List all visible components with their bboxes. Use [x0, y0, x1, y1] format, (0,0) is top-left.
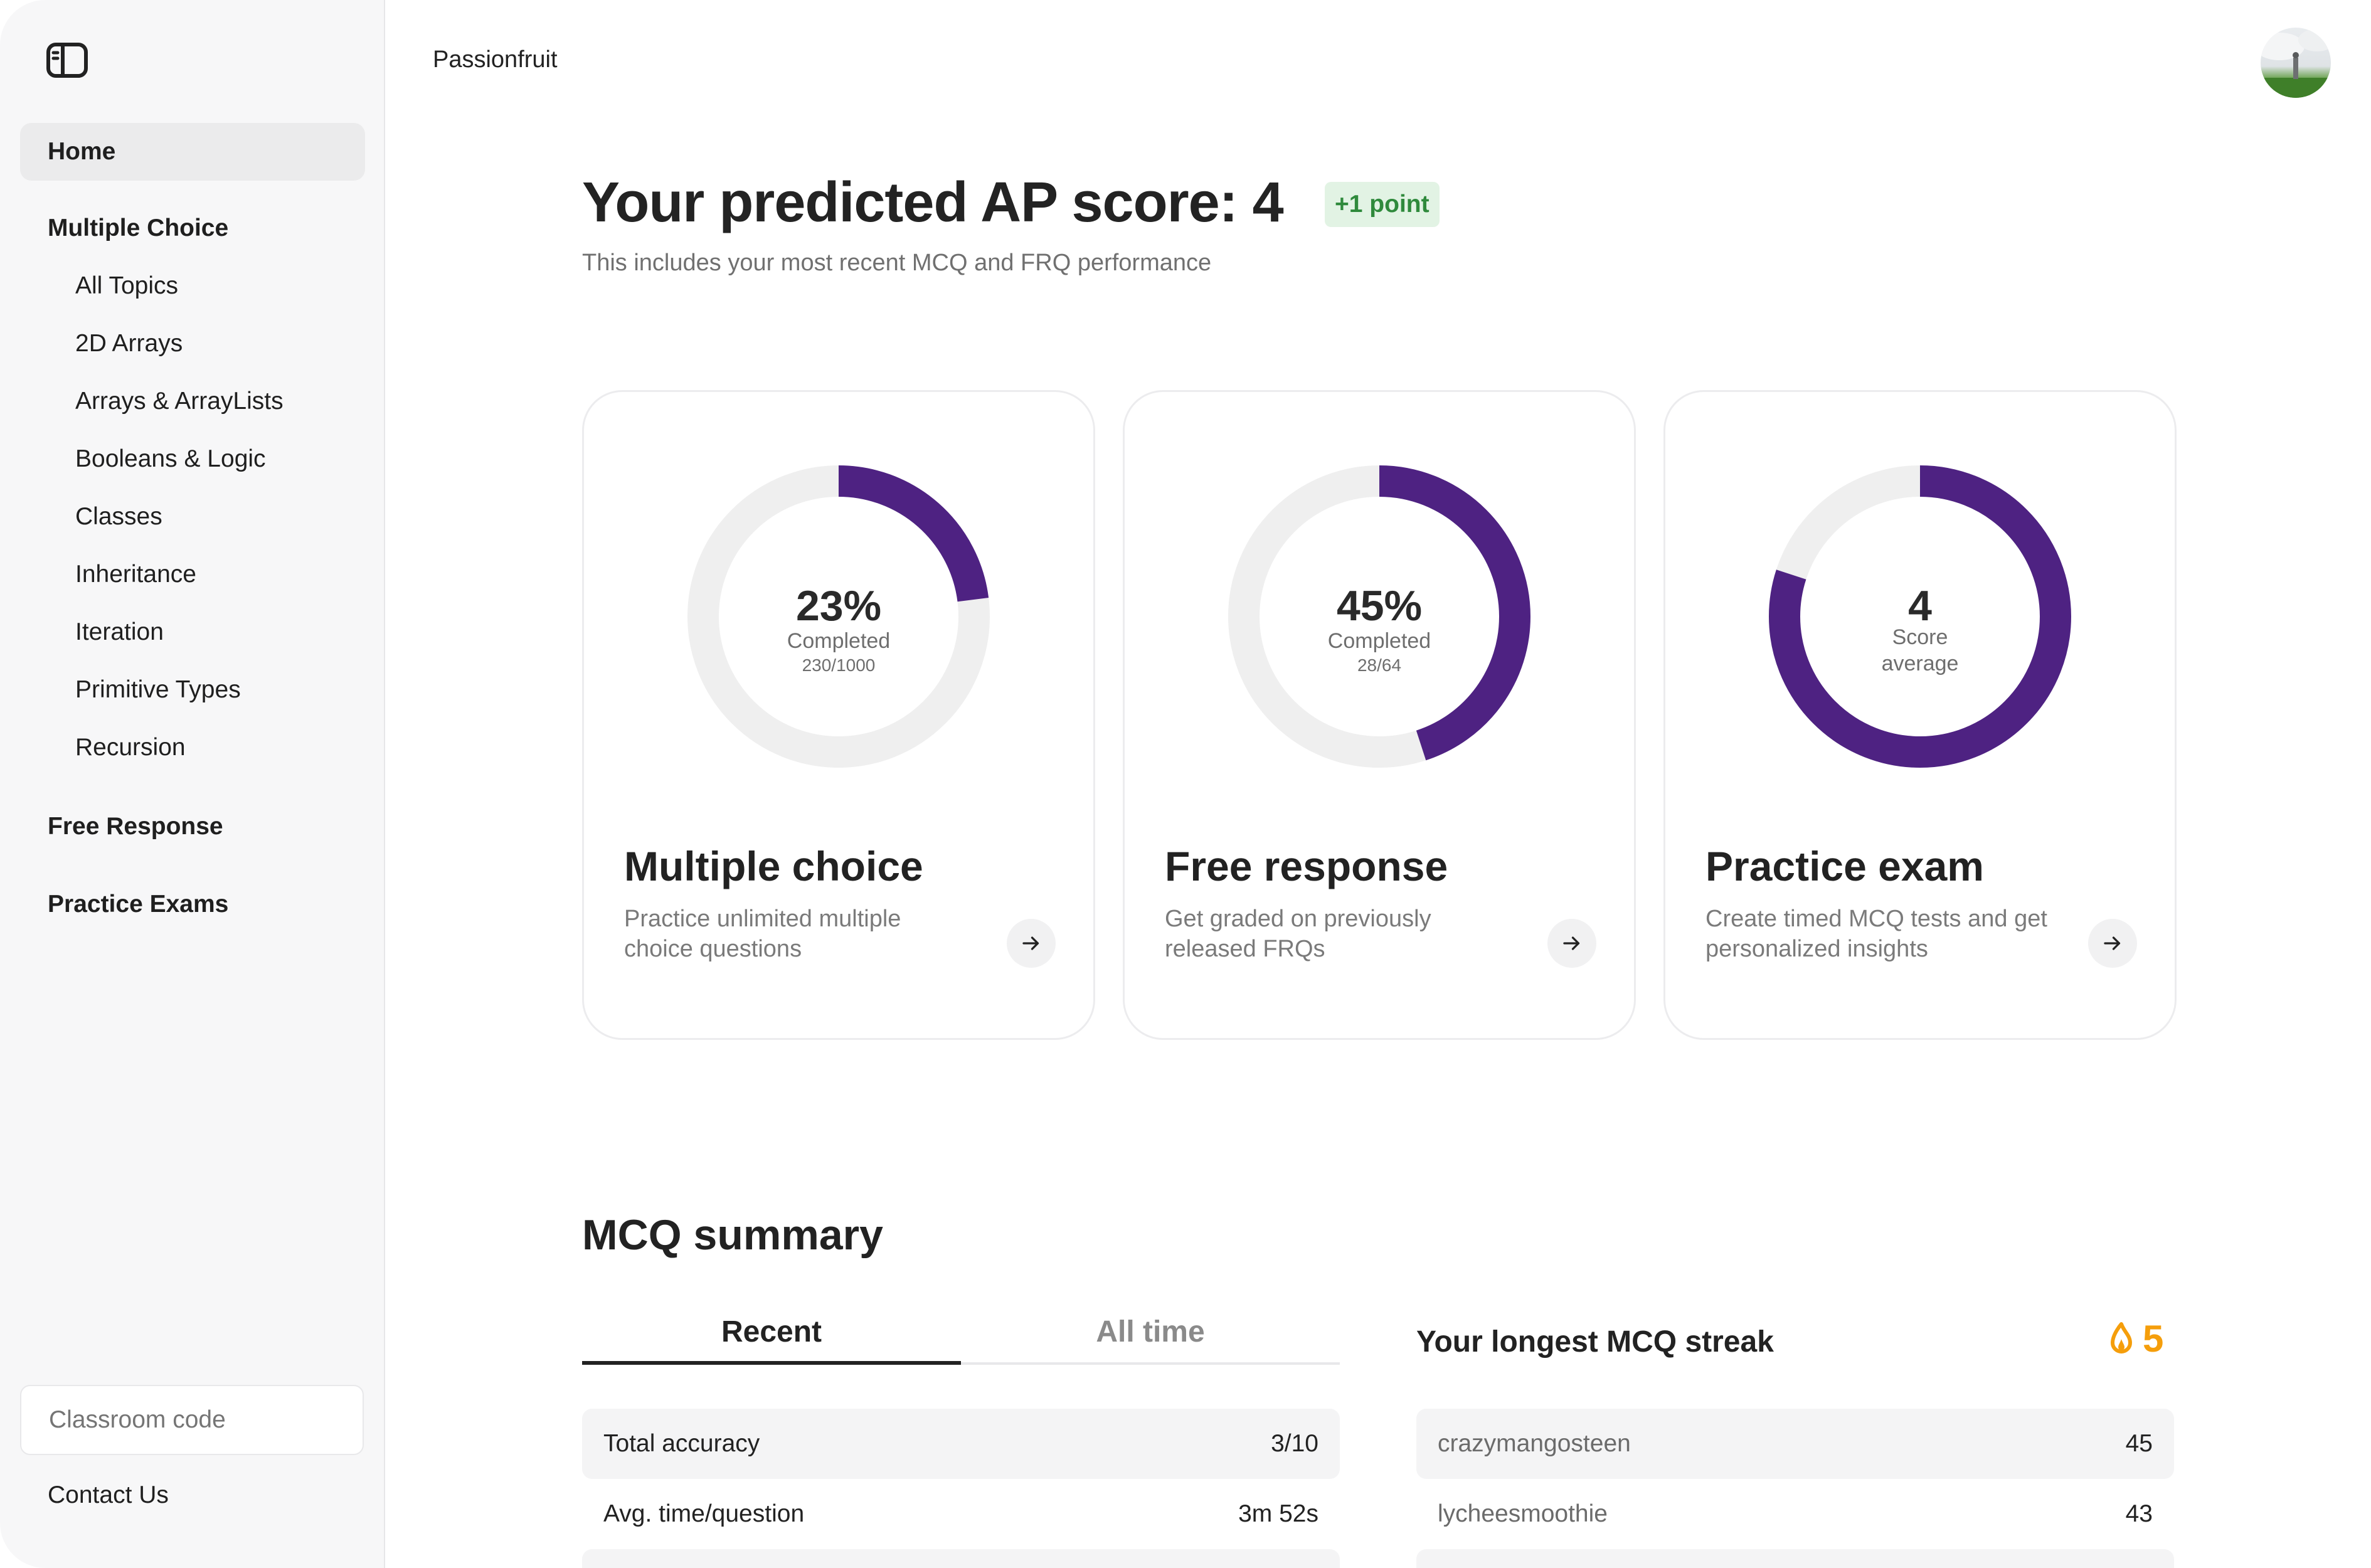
progress-value: 45% — [1336, 582, 1423, 630]
leaderboard-row: lycheesmoothie 43 — [1416, 1479, 2174, 1549]
sidebar-item-all-topics[interactable]: All Topics — [75, 272, 179, 299]
sidebar-item-multiple-choice[interactable]: Multiple Choice — [48, 215, 229, 241]
streak-value: 5 — [2143, 1318, 2164, 1360]
arrow-right-icon — [1563, 936, 1580, 950]
sidebar-item-arrays-arraylists[interactable]: Arrays & ArrayLists — [75, 388, 284, 415]
sidebar-toggle-icon[interactable] — [46, 43, 88, 78]
free-response-card[interactable]: 45% Completed 28/64 Free response Get gr… — [1123, 390, 1636, 1040]
streak-title: Your longest MCQ streak — [1416, 1325, 1774, 1359]
stat-value: 3m 52s — [1238, 1500, 1318, 1527]
card-title: Practice exam — [1705, 843, 1984, 889]
sidebar-item-classes[interactable]: Classes — [75, 503, 162, 530]
tab-all-time[interactable]: All time — [1096, 1315, 1205, 1348]
avatar-photo-icon — [2261, 29, 2331, 98]
classroom-code-input[interactable] — [20, 1385, 364, 1455]
open-free-response-button[interactable] — [1547, 919, 1596, 968]
multiple-choice-card[interactable]: 23% Completed 230/1000 Multiple choice P… — [582, 390, 1095, 1040]
tab-recent[interactable]: Recent — [721, 1315, 822, 1348]
arrow-right-icon — [1022, 936, 1039, 950]
tab-underline-track — [582, 1362, 1340, 1365]
leaderboard-value: 45 — [2125, 1430, 2153, 1457]
sidebar: Home Multiple Choice All Topics 2D Array… — [0, 0, 385, 1568]
sidebar-item-2d-arrays[interactable]: 2D Arrays — [75, 330, 183, 357]
leaderboard-name: crazymangosteen — [1438, 1430, 1631, 1457]
sidebar-item-recursion[interactable]: Recursion — [75, 734, 186, 761]
card-description: Get graded on previously released FRQs — [1165, 906, 1431, 962]
leaderboard-row: crazymangosteen 45 — [1416, 1409, 2174, 1479]
progress-label: Completed — [1327, 629, 1431, 653]
flame-icon — [2111, 1322, 2132, 1353]
predicted-score-title: Your predicted AP score: 4 — [582, 171, 1284, 234]
card-title: Multiple choice — [624, 843, 923, 889]
progress-ring — [1228, 465, 1530, 768]
sidebar-item-booleans-logic[interactable]: Booleans & Logic — [75, 445, 266, 472]
score-label: Score — [1892, 625, 1948, 649]
progress-label: Completed — [787, 629, 891, 653]
progress-ring — [687, 465, 990, 768]
sidebar-item-home[interactable]: Home — [20, 123, 365, 181]
card-description: Create timed MCQ tests and get personali… — [1705, 906, 2047, 962]
leaderboard-name: lycheesmoothie — [1438, 1500, 1608, 1527]
stat-row: Avg. time/question 3m 52s — [582, 1479, 1340, 1549]
leaderboard-value: 43 — [2125, 1500, 2153, 1527]
score-ring — [1769, 465, 2071, 768]
contact-us-link[interactable]: Contact Us — [48, 1481, 169, 1508]
sidebar-item-iteration[interactable]: Iteration — [75, 618, 164, 645]
open-multiple-choice-button[interactable] — [1007, 919, 1056, 968]
card-title: Free response — [1165, 843, 1448, 889]
stat-row: Total accuracy 3/10 — [582, 1409, 1340, 1479]
stat-value: 3/10 — [1271, 1430, 1318, 1457]
open-practice-exam-button[interactable] — [2088, 919, 2137, 968]
sidebar-item-inheritance[interactable]: Inheritance — [75, 561, 196, 588]
stat-label: Total accuracy — [603, 1430, 760, 1457]
sidebar-item-free-response[interactable]: Free Response — [48, 813, 223, 840]
progress-value: 23% — [795, 582, 882, 630]
score-value: 4 — [1908, 582, 1932, 630]
sidebar-item-practice-exams[interactable]: Practice Exams — [48, 891, 229, 918]
mcq-summary-title: MCQ summary — [582, 1211, 883, 1259]
score-change-badge: +1 point — [1325, 182, 1440, 227]
avatar[interactable] — [2261, 28, 2331, 98]
progress-detail: 28/64 — [1357, 655, 1402, 675]
arrow-right-icon — [2104, 936, 2121, 950]
predicted-score-subtitle: This includes your most recent MCQ and F… — [582, 250, 1212, 276]
score-detail: average — [1881, 652, 1959, 675]
sidebar-item-primitive-types[interactable]: Primitive Types — [75, 676, 241, 703]
app-name: Passionfruit — [433, 46, 558, 73]
progress-detail: 230/1000 — [802, 655, 876, 675]
card-description: Practice unlimited multiple choice quest… — [624, 906, 901, 962]
stat-label: Avg. time/question — [603, 1500, 805, 1527]
leaderboard-row — [1416, 1549, 2174, 1568]
streak-count: 5 — [2109, 1317, 2163, 1360]
stat-row — [582, 1549, 1340, 1568]
practice-exam-card[interactable]: 4 Score average Practice exam Create tim… — [1663, 390, 2177, 1040]
tab-active-indicator — [582, 1361, 961, 1365]
